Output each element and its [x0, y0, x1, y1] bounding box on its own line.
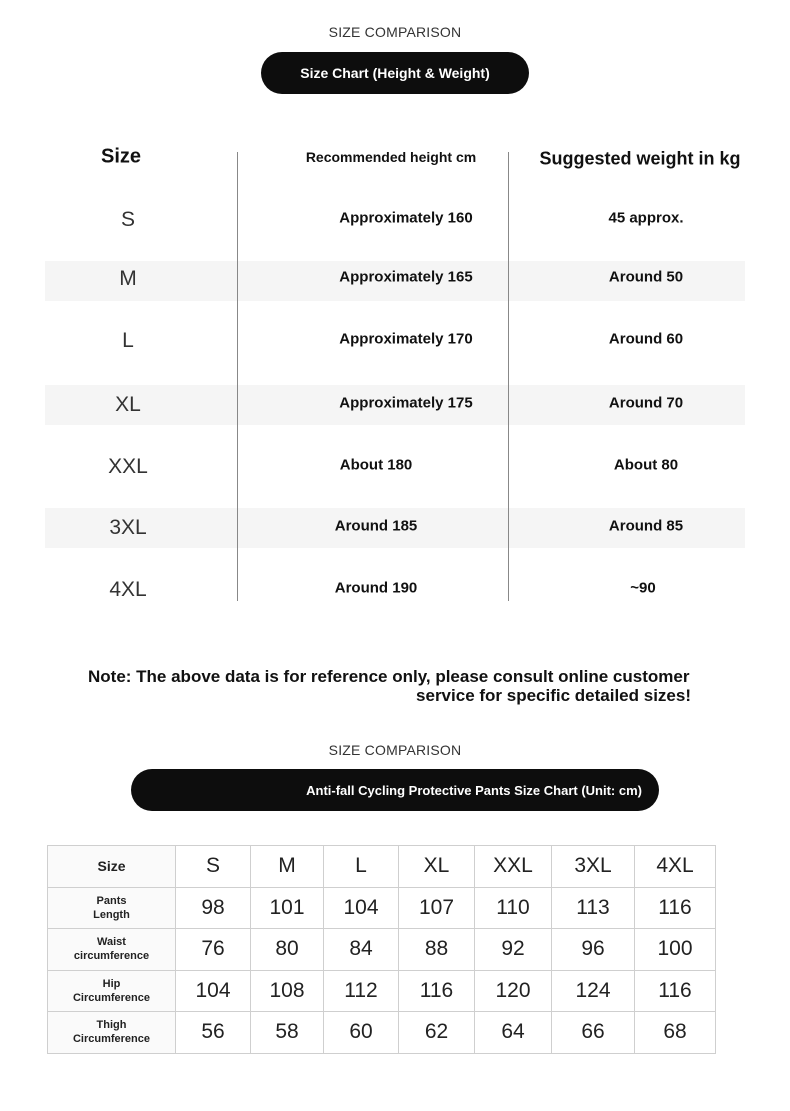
label-line: Waist	[97, 936, 126, 949]
measurement-value: 116	[634, 886, 716, 929]
row-band	[45, 385, 745, 425]
measurement-value: 108	[250, 969, 324, 1012]
measurement-value: 116	[398, 969, 475, 1012]
measurement-value: 112	[323, 969, 399, 1012]
measurement-value: 116	[634, 969, 716, 1012]
pants-title: Anti-fall Cycling Protective Pants Size …	[306, 782, 642, 798]
header-weight: Suggested weight in kg	[539, 148, 741, 169]
measurement-value: 60	[323, 1011, 399, 1054]
measurement-value: 104	[175, 969, 251, 1012]
pants-size-table: Size S M L XL XXL 3XL 4XL Pants Length 98 101 104 107…	[47, 845, 716, 1054]
label-line: Circumference	[72, 1033, 151, 1046]
measurement-value: 76	[175, 928, 251, 971]
size-column-header: 3XL	[551, 845, 635, 888]
table-row: Waist circumference 76 80 84 88 92 96 100	[47, 928, 716, 971]
label-line: Circumference	[72, 991, 151, 1004]
label-line: circumference	[73, 950, 150, 963]
section-title: Size Chart (Height & Weight)	[300, 65, 490, 81]
height-value: Approximately 170	[339, 330, 473, 348]
label-line: Pants	[96, 894, 127, 907]
label-line: Thigh	[96, 1019, 127, 1032]
measurement-label: Pants Length	[47, 886, 176, 929]
height-value: Around 185	[334, 517, 418, 535]
size-label: S	[120, 208, 136, 231]
column-divider	[508, 152, 509, 601]
weight-value: Around 85	[608, 517, 684, 535]
table-row: Thigh Circumference 56 58 60 62 64 66 68	[47, 1011, 716, 1054]
measurement-value: 96	[551, 928, 635, 971]
size-label: 3XL	[109, 516, 147, 539]
measurement-value: 100	[634, 928, 716, 971]
measurement-value: 88	[398, 928, 475, 971]
measurement-value: 84	[323, 928, 399, 971]
measurement-value: 98	[175, 886, 251, 929]
table-row: Hip Circumference 104 108 112 116 120 124 116	[47, 969, 716, 1012]
measurement-value: 104	[323, 886, 399, 929]
section-caption-2: SIZE COMPARISON	[328, 742, 462, 758]
measurement-label: Hip Circumference	[47, 969, 176, 1012]
measurement-value: 110	[474, 886, 552, 929]
label-line: Hip	[102, 977, 121, 990]
header-size: Size	[100, 145, 142, 168]
size-column-header: XXL	[474, 845, 552, 888]
table-header-row: Size S M L XL XXL 3XL 4XL	[47, 845, 716, 888]
size-label: XXL	[108, 455, 148, 478]
column-divider	[237, 152, 238, 601]
section-caption: SIZE COMPARISON	[328, 24, 462, 40]
label-line: Length	[93, 908, 130, 921]
height-value: Around 190	[334, 579, 418, 597]
size-label: L	[122, 329, 134, 352]
measurement-label: Waist circumference	[47, 928, 176, 971]
measurement-value: 56	[175, 1011, 251, 1054]
measurement-value: 120	[474, 969, 552, 1012]
weight-value: Around 70	[608, 394, 684, 412]
height-value: Approximately 175	[339, 394, 473, 412]
measurement-value: 64	[474, 1011, 552, 1054]
height-value: About 180	[339, 456, 413, 474]
row-band	[45, 261, 745, 301]
size-column-header: M	[250, 845, 324, 888]
measurement-label: Thigh Circumference	[47, 1011, 176, 1054]
measurement-value: 101	[250, 886, 324, 929]
measurement-value: 124	[551, 969, 635, 1012]
weight-value: ~90	[630, 579, 656, 597]
size-column-header: XL	[398, 845, 475, 888]
section-title-pill: Size Chart (Height & Weight)	[261, 52, 529, 94]
pants-title-pill: Anti-fall Cycling Protective Pants Size …	[131, 769, 659, 811]
measurement-value: 68	[634, 1011, 716, 1054]
measurement-value: 107	[398, 886, 475, 929]
height-value: Approximately 160	[339, 209, 473, 227]
measurement-value: 80	[250, 928, 324, 971]
weight-value: Around 50	[608, 268, 684, 286]
header-height: Recommended height cm	[305, 149, 477, 165]
measurement-value: 62	[398, 1011, 475, 1054]
measurement-value: 92	[474, 928, 552, 971]
size-label: XL	[115, 393, 141, 416]
weight-value: Around 60	[608, 330, 684, 348]
size-column-header: S	[175, 845, 251, 888]
weight-value: 45 approx.	[608, 209, 684, 227]
row-band	[45, 508, 745, 548]
note-line-2: service for specific detailed sizes!	[416, 686, 691, 705]
size-label: 4XL	[109, 578, 147, 601]
size-column-header: 4XL	[634, 845, 716, 888]
weight-value: About 80	[613, 456, 679, 474]
size-label: M	[119, 267, 137, 290]
measurement-value: 113	[551, 886, 635, 929]
note-line-1: Note: The above data is for reference on…	[88, 667, 690, 686]
size-column-header: L	[323, 845, 399, 888]
measurement-value: 66	[551, 1011, 635, 1054]
measurement-value: 58	[250, 1011, 324, 1054]
table-row: Pants Length 98 101 104 107 110 113 116	[47, 886, 716, 929]
height-value: Approximately 165	[339, 268, 473, 286]
size-header: Size	[47, 845, 176, 888]
